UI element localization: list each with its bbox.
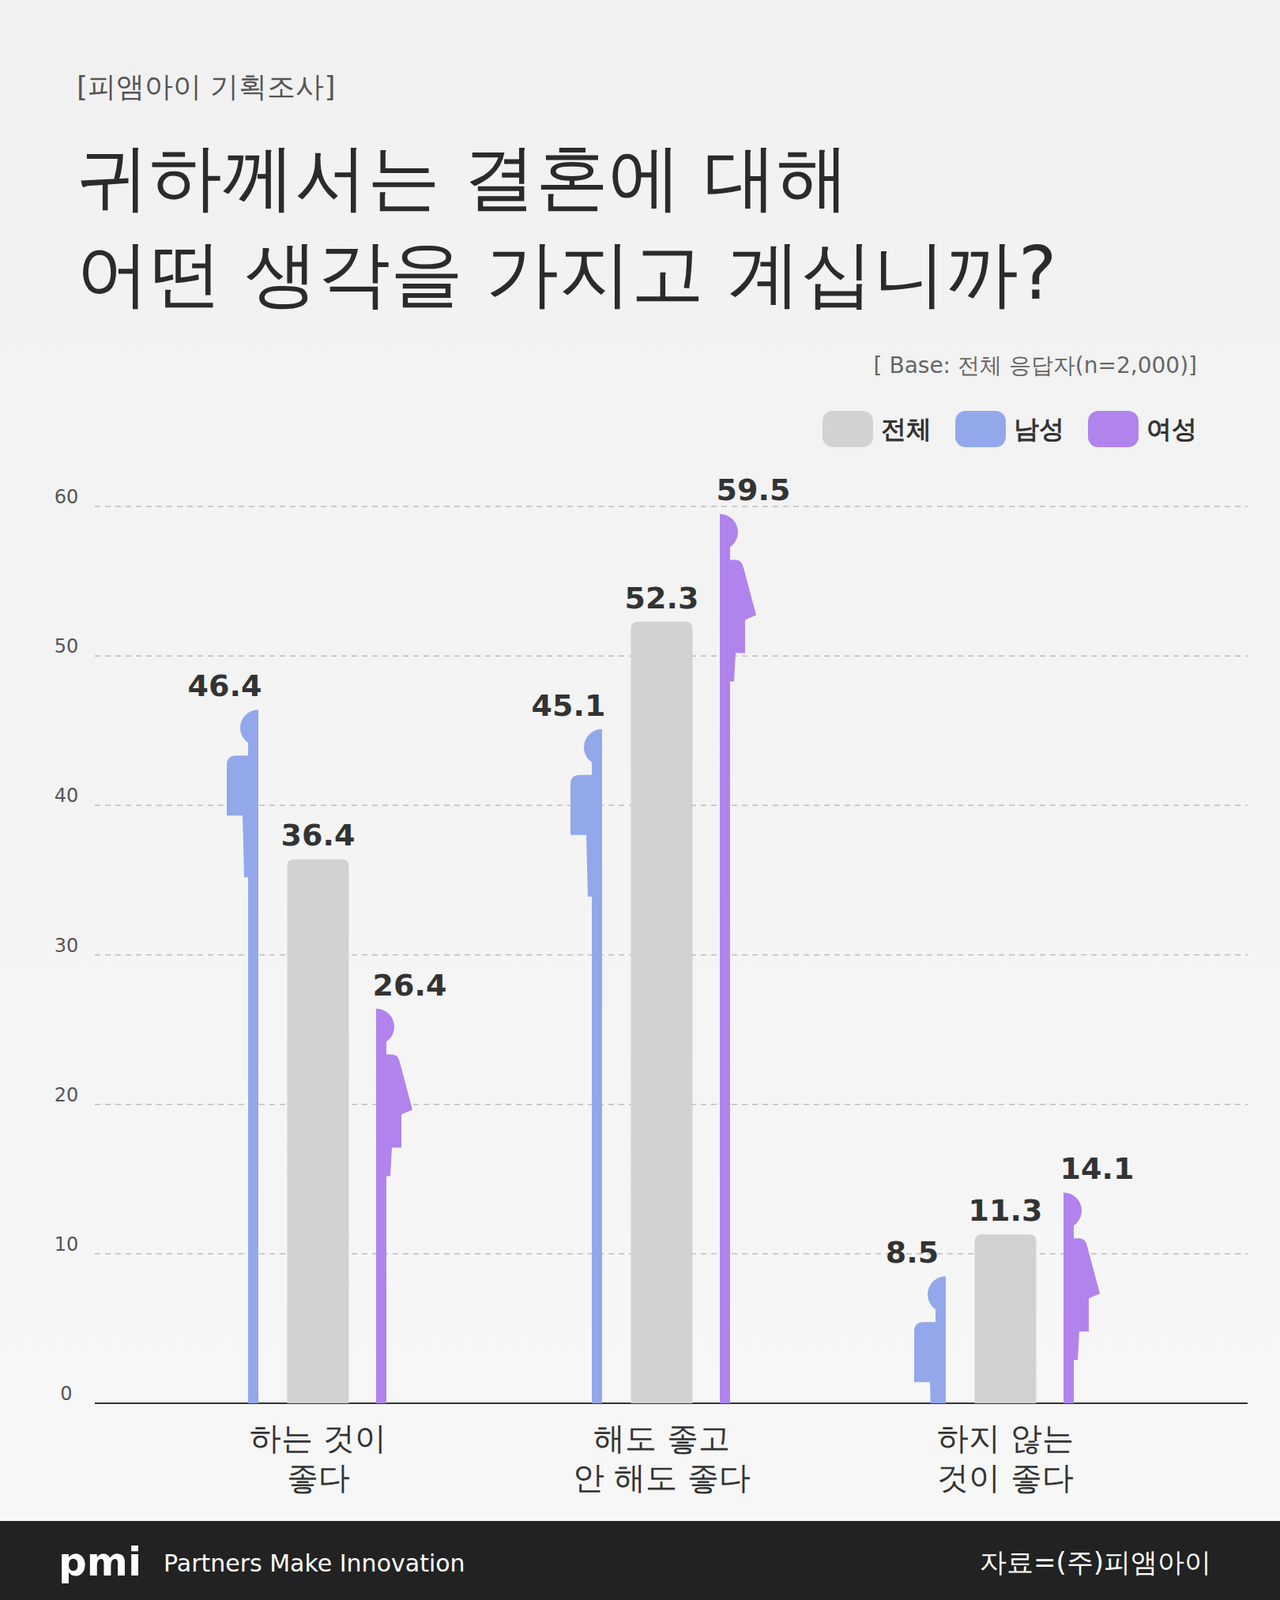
data-label: 36.4 bbox=[281, 817, 356, 853]
footer: pmi Partners Make Innovation 자료=(주)피앰아이 bbox=[0, 1520, 1280, 1600]
legend: 여성 남성 전체 bbox=[822, 410, 1198, 448]
person-head bbox=[376, 1008, 395, 1046]
background bbox=[0, 0, 1280, 1600]
data-label: 45.1 bbox=[531, 688, 607, 723]
person-body bbox=[1063, 1238, 1100, 1360]
x-tick-label: 하는 것이좋다 bbox=[249, 1419, 387, 1496]
person-bar bbox=[570, 729, 603, 1404]
person-body bbox=[376, 1054, 413, 1177]
y-tick-label: 60 bbox=[54, 485, 80, 509]
data-label: 14.1 bbox=[1060, 1151, 1135, 1186]
x-tick-label: 해도 좋고안 해도 좋다 bbox=[572, 1419, 751, 1496]
person-bar bbox=[914, 1276, 946, 1404]
text-line: 하지 않는 bbox=[937, 1419, 1074, 1457]
subtitle: [ Base: 전체 응답자(n=2,000)] bbox=[873, 352, 1198, 379]
data-label: 8.5 bbox=[885, 1234, 939, 1270]
marks bbox=[226, 513, 1100, 1404]
legend-label: 남성 bbox=[1013, 414, 1065, 445]
x-tick-label: 하지 않는것이 좋다 bbox=[937, 1419, 1074, 1496]
y-tick-label: 50 bbox=[54, 635, 80, 658]
person-body bbox=[719, 559, 757, 682]
person-bar bbox=[1063, 1192, 1100, 1404]
y-tick-label: 30 bbox=[54, 934, 80, 957]
y-tick-label: 10 bbox=[54, 1233, 80, 1256]
text-line: 어떤 생각을 가지고 계십니까? bbox=[76, 231, 1058, 317]
text-line: 귀하께서는 결혼에 대해 bbox=[76, 135, 851, 220]
bar bbox=[287, 858, 350, 1404]
data-labels: 36.4 52.3 11.3 46.4 45.1 8.5 26.4 59.5 14.1 bbox=[188, 472, 1135, 1270]
data-label: 26.4 bbox=[372, 967, 448, 1003]
text-line: 좋다 bbox=[286, 1459, 351, 1496]
header-label: [피앰아이 기획조사] bbox=[76, 70, 336, 103]
y-tick-label: 0 bbox=[60, 1382, 72, 1405]
data-label: 46.4 bbox=[188, 668, 263, 704]
grid-line bbox=[94, 505, 1248, 508]
bar bbox=[975, 1234, 1037, 1404]
footer-source: 자료=(주)피앰아이 bbox=[979, 1546, 1212, 1578]
person-head bbox=[583, 729, 603, 766]
person-body bbox=[226, 755, 259, 878]
y-tick-label: 40 bbox=[54, 784, 80, 807]
bar bbox=[631, 621, 693, 1404]
legend-swatch bbox=[822, 410, 874, 448]
person-head bbox=[1063, 1192, 1082, 1229]
data-label: 59.5 bbox=[716, 472, 791, 508]
footer-bar bbox=[0, 1520, 1280, 1600]
x-tick-labels: 하는 것이좋다 해도 좋고안 해도 좋다 하지 않는것이 좋다 bbox=[249, 1419, 1074, 1496]
text-line: 해도 좋고 bbox=[593, 1419, 731, 1457]
text-line: 것이 좋다 bbox=[937, 1459, 1074, 1496]
person-bar bbox=[376, 1008, 413, 1404]
person-bar bbox=[226, 709, 259, 1404]
legend-label: 여성 bbox=[1146, 414, 1198, 445]
footer-tagline: Partners Make Innovation bbox=[163, 1549, 466, 1578]
text-line: 하는 것이 bbox=[249, 1419, 387, 1457]
person-head bbox=[719, 513, 738, 550]
person-body bbox=[914, 1321, 946, 1404]
person-head bbox=[927, 1276, 946, 1313]
person-body bbox=[570, 775, 603, 897]
data-label: 52.3 bbox=[624, 580, 700, 616]
person-head bbox=[240, 709, 259, 746]
title: 귀하께서는 결혼에 대해어떤 생각을 가지고 계십니까? bbox=[76, 135, 1058, 317]
legend-swatch bbox=[955, 410, 1006, 448]
footer-logo: pmi bbox=[58, 1539, 142, 1585]
text-line: 안 해도 좋다 bbox=[572, 1459, 751, 1496]
y-tick-label: 20 bbox=[54, 1084, 80, 1107]
data-label: 11.3 bbox=[968, 1193, 1043, 1228]
grid: 0 10 20 30 40 50 60 bbox=[54, 485, 1248, 1405]
legend-label: 전체 bbox=[880, 414, 932, 445]
page: [피앰아이 기획조사] 귀하께서는 결혼에 대해어떤 생각을 가지고 계십니까? [… bbox=[0, 0, 1280, 1600]
person-bar bbox=[719, 513, 757, 1404]
legend-swatch bbox=[1088, 410, 1139, 448]
